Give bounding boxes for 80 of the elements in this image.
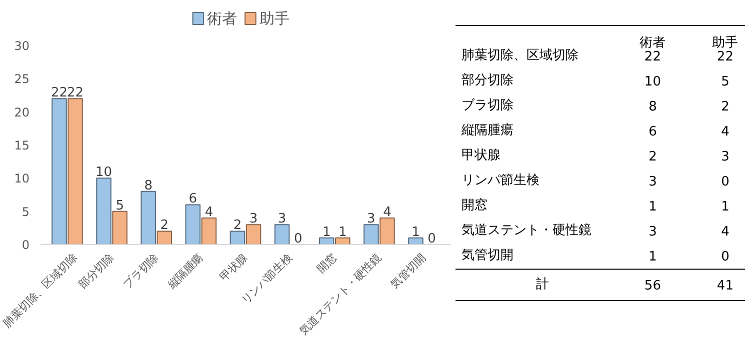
- category-label: リンパ節生検: [461, 173, 540, 188]
- data-label: 22: [50, 86, 68, 101]
- data-label: 22: [716, 50, 734, 64]
- data-label: 6: [188, 192, 198, 207]
- data-label: 4: [204, 204, 214, 220]
- data-label: 5: [721, 74, 730, 90]
- data-label: 2: [721, 100, 730, 114]
- data-label: 6: [648, 124, 657, 140]
- data-label: 22: [644, 50, 661, 64]
- category-label: 開窓: [461, 197, 488, 213]
- x-tick-label: 部分切除: [76, 250, 116, 292]
- y-tick-label: 5: [22, 204, 30, 219]
- y-tick-label: 15: [14, 138, 30, 152]
- bar: [246, 224, 262, 244]
- y-tick-label: 20: [14, 105, 30, 120]
- data-label: 10: [96, 165, 112, 180]
- bar: [52, 98, 67, 244]
- data-label: 0: [294, 232, 302, 246]
- y-tick-label: 0: [22, 238, 30, 252]
- legend-label: 助手: [259, 10, 290, 28]
- y-tick-label: 25: [14, 72, 30, 86]
- text: 助手: [712, 36, 738, 50]
- data-label: 3: [278, 212, 286, 227]
- data-label: 1: [412, 224, 420, 240]
- category-label: ブラ切除: [461, 98, 514, 113]
- y-tick-label: 10: [14, 172, 30, 186]
- bar: [408, 237, 424, 244]
- data-label: 0: [428, 232, 436, 246]
- data-label: 2: [648, 150, 657, 164]
- data-label: 1: [338, 224, 347, 240]
- bar: [230, 230, 246, 244]
- category-label: 気道ステント・硬性鏡: [461, 223, 592, 238]
- data-label: 1: [322, 224, 331, 240]
- bar: [156, 230, 172, 244]
- y-tick-label: 30: [14, 39, 30, 53]
- legend-label: 術者: [207, 10, 238, 28]
- data-label: 8: [144, 178, 152, 194]
- category-label: 縦隔腫瘍: [460, 123, 514, 138]
- category-label: 肺葉切除、区域切除: [461, 48, 578, 63]
- data-label: 8: [648, 100, 657, 114]
- data-label: 3: [721, 150, 730, 164]
- bar: [185, 204, 201, 244]
- data-label: 1: [648, 250, 657, 264]
- data-label: 0: [721, 174, 730, 190]
- x-tick-label: 開窓: [314, 250, 340, 276]
- x-tick-label: 気管切開: [388, 250, 428, 292]
- bar: [335, 237, 350, 244]
- bar: [318, 237, 334, 244]
- data-label: 4: [721, 224, 730, 240]
- text: 計: [536, 276, 549, 292]
- data-label: 2: [160, 218, 169, 234]
- data-label: 4: [383, 204, 392, 220]
- data-label: 3: [249, 212, 258, 227]
- data-label: 5: [116, 198, 124, 214]
- data-label: 1: [648, 200, 657, 214]
- text: 41: [716, 278, 734, 294]
- bar: [364, 224, 379, 244]
- bar: [201, 217, 217, 244]
- data-label: 3: [367, 212, 376, 227]
- data-label: 22: [66, 86, 84, 101]
- data-label: 3: [648, 224, 657, 240]
- category-label: 部分切除: [461, 73, 514, 88]
- series-label: 術者: [640, 36, 666, 50]
- x-tick-label: 縦隔腫瘍: [164, 250, 206, 292]
- bar: [68, 98, 83, 244]
- data-label: 3: [648, 174, 657, 190]
- x-tick-label: 甲状腺: [218, 250, 250, 284]
- data-label: 0: [721, 250, 730, 264]
- text: 56: [644, 278, 661, 294]
- category-label: 甲状腺: [461, 148, 500, 163]
- data-label: 4: [721, 124, 730, 140]
- data-label: 1: [721, 200, 730, 214]
- data-label: 10: [644, 74, 661, 90]
- data-label: 2: [233, 218, 242, 234]
- bar: [96, 178, 112, 244]
- bar: [112, 210, 128, 244]
- x-tick-label: ブラ切除: [120, 250, 161, 292]
- bar: [274, 224, 290, 244]
- bar: [140, 190, 156, 244]
- bar: [380, 217, 395, 244]
